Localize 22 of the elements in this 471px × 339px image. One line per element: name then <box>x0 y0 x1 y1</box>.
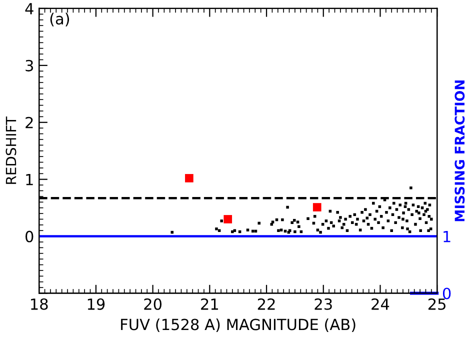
x-tick-label: 25 <box>428 298 446 310</box>
point <box>224 215 232 224</box>
y2-tick-label: 0 <box>442 288 451 300</box>
x-tick-label: 20 <box>144 298 162 310</box>
point <box>312 203 322 212</box>
y-tick-label: 1 <box>26 174 33 186</box>
point <box>185 174 194 182</box>
y-tick-label: 4 <box>25 3 34 14</box>
y-tick-label: 3 <box>26 60 34 72</box>
y-axis-title: REDSHIFT <box>6 116 16 184</box>
y2-axis-title: MISSING FRACTION <box>454 80 465 222</box>
x-tick-label: 18 <box>31 298 48 310</box>
annotation: (a) <box>50 12 70 26</box>
y-tick-label: 0 <box>26 230 34 242</box>
y-tick-label: 2 <box>26 116 33 128</box>
x-tick-label: 24 <box>372 298 390 310</box>
x-axis-title: FUV (1528 A) MAGNITUDE (AB) <box>121 318 356 332</box>
x-tick-label: 23 <box>314 298 332 310</box>
x-tick-label: 21 <box>201 298 218 310</box>
x-tick-label: 22 <box>258 298 275 310</box>
x-tick-label: 19 <box>88 298 105 310</box>
y2-tick-label: 1 <box>444 230 450 242</box>
